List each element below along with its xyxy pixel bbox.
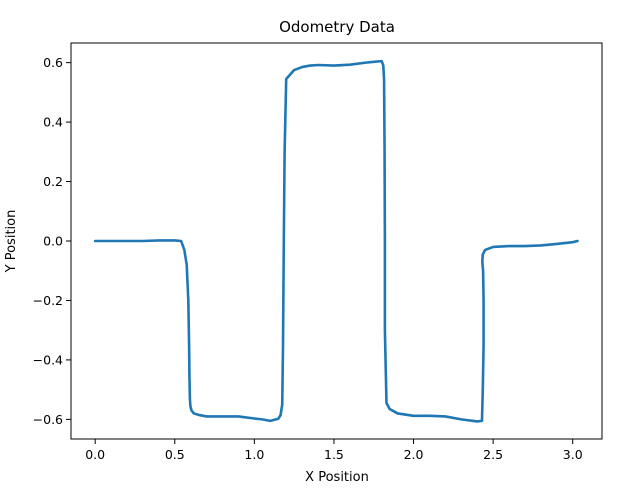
x-axis-ticks: 0.0 0.5 1.0 1.5 2.0 2.5 3.0 bbox=[85, 439, 583, 462]
x-tick-label: 2.5 bbox=[483, 447, 503, 462]
y-tick-label: −0.4 bbox=[33, 352, 63, 367]
x-tick-label: 0.5 bbox=[165, 447, 185, 462]
x-tick-label: 3.0 bbox=[563, 447, 583, 462]
x-axis-label: X Position bbox=[305, 470, 369, 485]
x-tick-label: 1.5 bbox=[324, 447, 344, 462]
y-tick-label: 0.4 bbox=[43, 115, 63, 130]
y-tick-label: −0.6 bbox=[33, 412, 63, 427]
chart-title: Odometry Data bbox=[279, 18, 395, 36]
x-tick-label: 0.0 bbox=[85, 447, 105, 462]
y-tick-label: 0.6 bbox=[43, 55, 63, 70]
y-tick-label: −0.2 bbox=[33, 293, 63, 308]
x-tick-label: 1.0 bbox=[244, 447, 264, 462]
plot-area-frame bbox=[70, 42, 603, 440]
x-tick-label: 2.0 bbox=[404, 447, 424, 462]
y-axis-ticks: −0.6 −0.4 −0.2 0.0 0.2 0.4 0.6 bbox=[33, 55, 71, 427]
series-line bbox=[93, 59, 579, 423]
y-tick-label: 0.0 bbox=[43, 234, 63, 249]
y-axis-label: Y Position bbox=[4, 210, 19, 274]
y-tick-label: 0.2 bbox=[43, 174, 63, 189]
